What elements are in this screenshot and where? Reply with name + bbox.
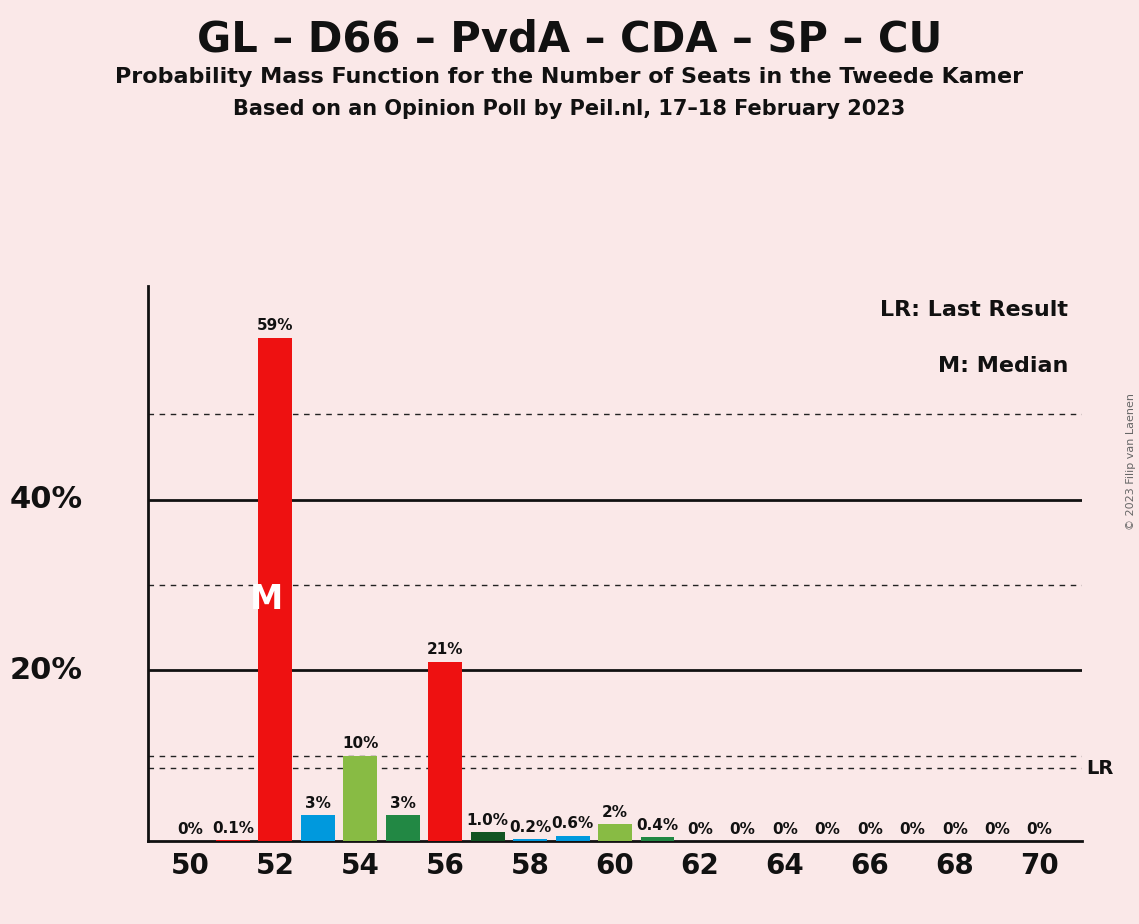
Text: GL – D66 – PvdA – CDA – SP – CU: GL – D66 – PvdA – CDA – SP – CU [197,18,942,60]
Text: 2%: 2% [603,805,628,820]
Text: 0.2%: 0.2% [509,820,551,835]
Text: 3%: 3% [390,796,416,811]
Text: LR: LR [1087,759,1114,778]
Bar [470,833,505,841]
Text: 0%: 0% [900,821,925,836]
Bar [556,835,590,841]
Bar [598,824,632,841]
Text: 20%: 20% [10,656,83,685]
Bar [301,815,335,841]
Text: 0%: 0% [178,821,204,836]
Text: 0%: 0% [942,821,968,836]
Text: 0%: 0% [984,821,1010,836]
Text: Probability Mass Function for the Number of Seats in the Tweede Kamer: Probability Mass Function for the Number… [115,67,1024,88]
Text: M: M [249,583,282,615]
Text: 21%: 21% [427,642,464,658]
Bar [514,839,547,841]
Text: 0.1%: 0.1% [212,821,254,835]
Text: 0%: 0% [772,821,797,836]
Bar [343,756,377,841]
Text: © 2023 Filip van Laenen: © 2023 Filip van Laenen [1125,394,1136,530]
Text: M: Median: M: Median [937,356,1068,376]
Text: 0.6%: 0.6% [551,817,593,832]
Text: 0.4%: 0.4% [637,818,679,833]
Bar [428,662,462,841]
Text: 10%: 10% [342,736,378,751]
Text: 0%: 0% [687,821,713,836]
Bar [640,837,674,841]
Text: 0%: 0% [1026,821,1052,836]
Text: 1.0%: 1.0% [467,813,509,828]
Text: 3%: 3% [305,796,330,811]
Text: LR: Last Result: LR: Last Result [880,300,1068,321]
Bar [386,815,420,841]
Text: Based on an Opinion Poll by Peil.nl, 17–18 February 2023: Based on an Opinion Poll by Peil.nl, 17–… [233,99,906,119]
Bar [259,337,293,841]
Text: 0%: 0% [729,821,755,836]
Text: 0%: 0% [857,821,883,836]
Text: 40%: 40% [9,485,83,514]
Text: 0%: 0% [814,821,841,836]
Text: 59%: 59% [257,319,294,334]
